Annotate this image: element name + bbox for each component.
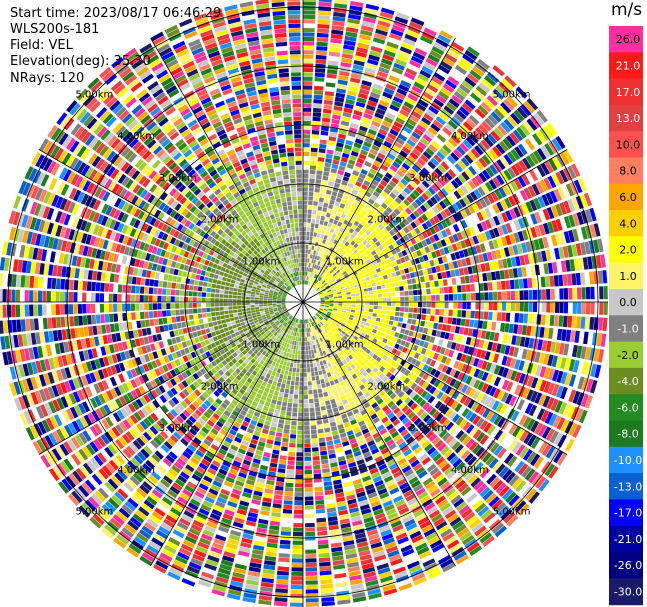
range-ring-label: 2.00km: [201, 381, 239, 392]
range-ring-label: 4.00km: [451, 131, 489, 142]
colorbar-tick-label: -10.0: [614, 454, 642, 467]
colorbar-tick-label: -2.0: [617, 349, 638, 362]
colorbar-tick-label: -6.0: [617, 401, 638, 414]
colorbar-segment: [609, 420, 643, 448]
range-ring-label: 2.00km: [201, 215, 239, 226]
colorbar-segment: [609, 578, 643, 606]
range-ring-label: 3.00km: [159, 173, 197, 184]
range-ring-label: 1.00km: [242, 256, 280, 267]
azimuth-spoke: [150, 37, 304, 303]
colorbar-tick-label: 26.0: [616, 33, 641, 46]
range-ring-label: 2.00km: [367, 215, 405, 226]
colorbar-segment: [609, 26, 643, 53]
colorbar-tick-label: 6.0: [619, 191, 637, 204]
colorbar-tick-label: -13.0: [614, 480, 642, 493]
range-ring-label: 1.00km: [326, 340, 364, 351]
azimuth-spoke: [38, 301, 304, 455]
range-ring-label: 4.00km: [117, 465, 155, 476]
azimuth-spoke: [38, 149, 304, 303]
colorbar-segment: [609, 131, 643, 159]
colorbar-tick-label: 17.0: [616, 86, 641, 99]
range-ring-label: 3.00km: [409, 423, 447, 434]
colorbar-segment: [609, 315, 643, 343]
range-ring-label: 3.00km: [409, 173, 447, 184]
colorbar-segment: [609, 183, 643, 211]
range-ring-label: 1.00km: [326, 256, 364, 267]
colorbar-tick-label: 21.0: [616, 60, 641, 73]
colorbar-tick-label: 8.0: [619, 165, 637, 178]
colorbar-unit-label: m/s: [611, 0, 643, 20]
colorbar: 26.0 21.0 17.0 13.0 10.0 8.0 6.0 4.0 2.0 1.0 0.0 -1…: [609, 26, 643, 606]
azimuth-spoke: [302, 301, 568, 455]
range-ring-label: 2.00km: [367, 381, 405, 392]
instrument-label: WLS200s-181: [10, 22, 100, 37]
range-ring-label: 1.00km: [242, 340, 280, 351]
colorbar-segment: [609, 289, 643, 316]
colorbar-segment: [609, 473, 643, 500]
colorbar-segment: [609, 52, 643, 80]
colorbar-segment: [609, 236, 643, 264]
colorbar-tick-label: -4.0: [617, 375, 638, 388]
colorbar-segment: [609, 210, 643, 237]
colorbar-segment: [609, 525, 643, 553]
range-ring-label: 3.00km: [159, 423, 197, 434]
range-ring-labels: 1.00km 2.00km 3.00km 4.00km 5.00km 1.00km 2.00…: [75, 89, 530, 517]
range-ring-label: 5.00km: [75, 507, 113, 518]
colorbar-tick-label: -30.0: [614, 586, 642, 599]
nrays-label: NRays: 120: [10, 71, 85, 86]
colorbar-tick-label: 10.0: [616, 138, 641, 151]
colorbar-tick-label: 1.0: [619, 270, 637, 283]
azimuth-spokes: [0, 0, 608, 607]
colorbar-segment: [609, 157, 643, 185]
azimuth-spoke: [150, 301, 304, 567]
colorbar-segment: [609, 499, 643, 527]
colorbar-segment: [609, 394, 643, 422]
colorbar-tick-label: 13.0: [616, 112, 641, 125]
range-ring-label: 4.00km: [451, 465, 489, 476]
range-ring-label: 5.00km: [493, 507, 531, 518]
radar-gates: [0, 0, 608, 607]
colorbar-tick-label: -1.0: [617, 322, 638, 335]
colorbar-segment: [609, 341, 643, 369]
colorbar-segment: [609, 367, 643, 395]
azimuth-spoke: [302, 149, 568, 303]
range-ring-label: 4.00km: [117, 131, 155, 142]
range-ring-label: 5.00km: [75, 89, 113, 100]
colorbar-tick-label: -8.0: [617, 428, 638, 441]
azimuth-spoke: [302, 301, 456, 567]
colorbar-tick-label: -26.0: [614, 559, 642, 572]
field-label: Field: VEL: [10, 38, 73, 53]
colorbar-tick-label: -17.0: [614, 507, 642, 520]
colorbar-segment: [609, 78, 643, 106]
start-time-label: Start time: 2023/08/17 06:46:29: [10, 6, 222, 21]
azimuth-spoke: [302, 37, 456, 303]
colorbar-tick-label: 4.0: [619, 217, 637, 230]
colorbar-tick-label: 2.0: [619, 244, 637, 257]
colorbar-segment: [609, 104, 643, 132]
colorbar-segment: [609, 262, 643, 290]
range-ring-label: 5.00km: [493, 89, 531, 100]
colorbar-segment: [609, 446, 643, 474]
elevation-label: Elevation(deg): 35.30: [10, 54, 151, 69]
colorbar-tick-label: -21.0: [614, 533, 642, 546]
colorbar-tick-label: 0.0: [619, 296, 637, 309]
colorbar-segment: [609, 552, 643, 579]
